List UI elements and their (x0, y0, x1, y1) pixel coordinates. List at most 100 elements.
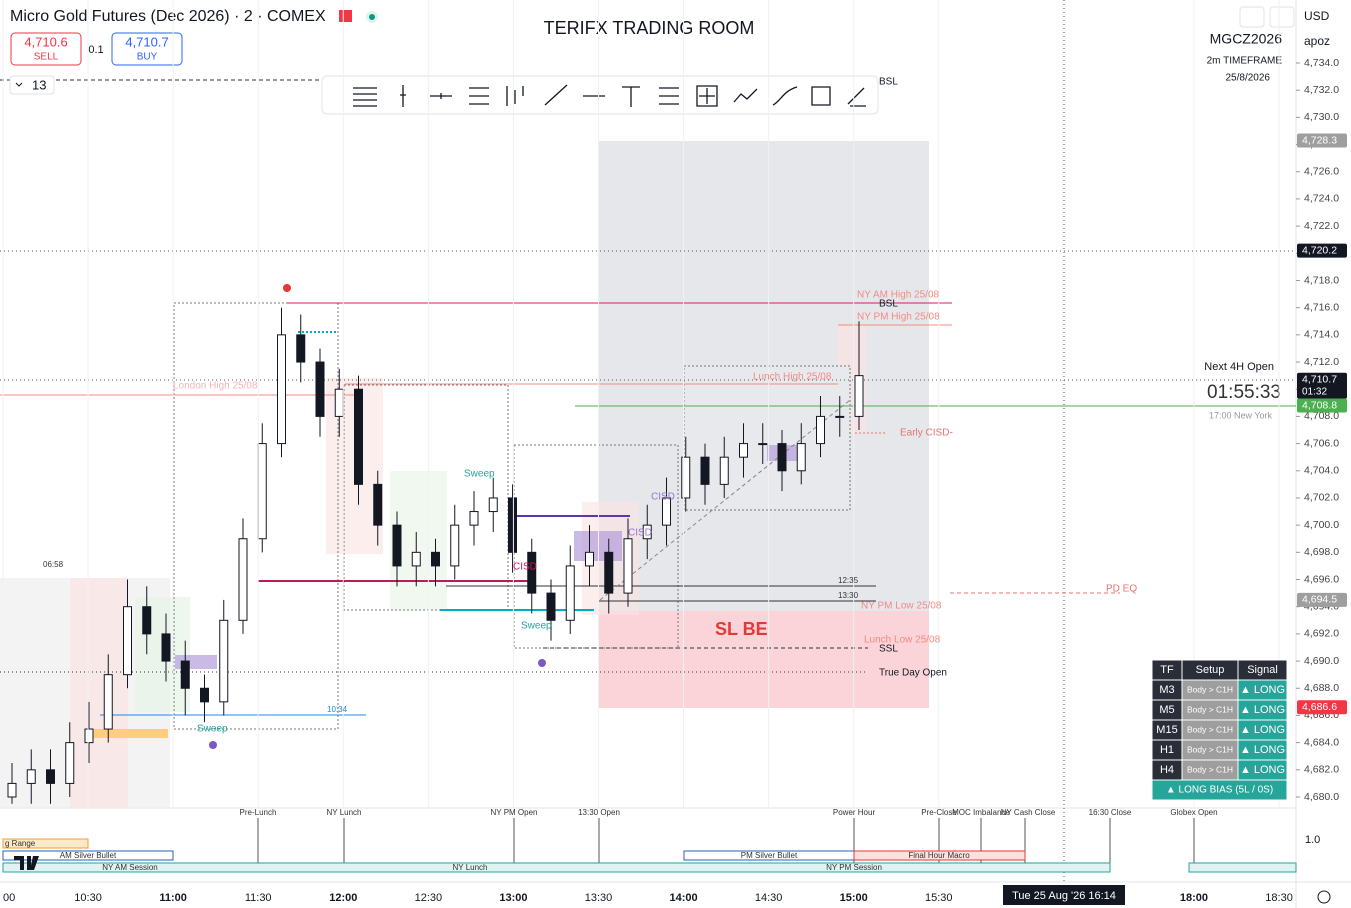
annotation: Sweep (197, 724, 228, 735)
swing-dot (538, 659, 546, 667)
spread: 0.1 (88, 44, 103, 56)
tool-icon[interactable] (400, 85, 406, 107)
tool-icon[interactable] (696, 85, 718, 107)
annotation: SSL (879, 644, 898, 655)
tool-icon[interactable] (847, 87, 866, 107)
refresh-button[interactable] (1269, 6, 1295, 28)
annotation: NY PM Low 25/08 (861, 601, 942, 612)
zone (70, 578, 128, 808)
candle-body (642, 524, 652, 540)
countdown-title: Next 4H Open (1204, 361, 1274, 373)
collapse-button[interactable] (9, 75, 55, 95)
annotation: London High 25/08 (173, 381, 258, 392)
candle-body (315, 361, 325, 417)
tool-icon[interactable] (659, 87, 679, 105)
tool-icon[interactable] (772, 86, 798, 106)
session-label: NY AM Session (102, 863, 157, 872)
annotation: NY PM High 25/08 (857, 312, 940, 323)
tool-icon[interactable] (469, 87, 489, 105)
session-box (2, 862, 1111, 873)
date: 25/8/2026 (1226, 73, 1271, 84)
zone (88, 729, 168, 738)
price-tick-label: 4,698.0 (1304, 546, 1339, 558)
time-tick-label: 13:00 (499, 892, 527, 904)
time-tick-label: 13:30 (585, 892, 613, 904)
candle-body (354, 388, 363, 485)
candle-body (431, 551, 440, 567)
tool-icon[interactable] (544, 84, 568, 106)
price-tick-label: 4,702.0 (1304, 492, 1339, 504)
price-label: 4,710.7 (1302, 373, 1337, 385)
time-tick-label: 15:30 (925, 892, 953, 904)
currency[interactable]: USD (1304, 9, 1330, 23)
tool-icon[interactable] (622, 86, 640, 107)
session-box (1188, 862, 1297, 873)
table-cell-text: Body > C1H (1187, 724, 1233, 734)
session-marker-label: NY PM Open (491, 808, 538, 817)
time-tick-label: 12:30 (415, 892, 443, 904)
price-label-bg (1297, 700, 1347, 715)
candle-body (65, 742, 75, 784)
candle-body (373, 483, 383, 526)
symbol-title: Micro Gold Futures (Dec 2026) · 2 · COME… (10, 8, 326, 25)
tool-icon[interactable] (430, 93, 452, 99)
price-label: 4,694.5 (1302, 594, 1337, 606)
download-button[interactable] (1239, 6, 1265, 28)
candle-body (662, 497, 671, 526)
candle-body (854, 375, 864, 417)
candle-body (681, 456, 691, 499)
price-tick-label: 4,700.0 (1304, 519, 1339, 531)
sell-price: 4,710.6 (24, 34, 67, 49)
buy-button[interactable] (111, 32, 183, 66)
tool-icon[interactable] (733, 88, 758, 103)
table-cell-text: M5 (1159, 704, 1174, 716)
toolbar-icons (353, 84, 866, 107)
time-tick-label: 18:00 (1180, 892, 1208, 904)
price-tick-label: 4,680.0 (1304, 791, 1339, 803)
annotation: Sweep (464, 469, 495, 480)
tool-icon[interactable] (353, 87, 377, 107)
price-tick-label: 4,696.0 (1304, 573, 1339, 585)
range-box (683, 365, 851, 511)
candle-body (719, 456, 729, 485)
buy-price: 4,710.7 (125, 34, 168, 49)
tool-icon[interactable] (811, 86, 831, 106)
swing-dot (209, 741, 217, 749)
candle-body (527, 551, 537, 594)
candle-body (565, 565, 575, 621)
tool-icon[interactable] (506, 86, 524, 106)
table-footer-cell (1151, 779, 1288, 801)
price-label: 4,720.2 (1302, 244, 1337, 256)
candle-body (238, 538, 248, 621)
price-tick-label: 4,684.0 (1304, 736, 1339, 748)
candle-body (392, 524, 402, 567)
time-tick-label: 15:00 (840, 892, 868, 904)
timeframe: 2m TIMEFRAME (1207, 56, 1283, 67)
price-tick-label: 4,706.0 (1304, 437, 1339, 449)
candle-body (623, 538, 633, 594)
candle-body (835, 415, 845, 418)
session-marker-label: 13:30 Open (578, 808, 620, 817)
oscillator-scale: 1.0 (1305, 834, 1320, 846)
table-cell-text: Body > C1H (1187, 704, 1233, 714)
candle-body (546, 592, 556, 621)
flag (339, 10, 352, 22)
price-tick-label: 4,708.0 (1304, 410, 1339, 422)
annotation: Lunch High 25/08 (753, 372, 832, 383)
session-marker-label: MOC Imbalance (952, 808, 1010, 817)
price-tick-label: 4,726.0 (1304, 166, 1339, 178)
table-cell-text: Body > C1H (1187, 684, 1233, 694)
candle-body (508, 497, 517, 553)
user[interactable]: apoz (1304, 34, 1330, 48)
settings-button[interactable] (1317, 890, 1331, 904)
sell-button[interactable] (10, 32, 82, 66)
time-tick-label: 14:00 (669, 892, 697, 904)
price-tick-label: 4,704.0 (1304, 465, 1339, 477)
price-tick-label: 4,716.0 (1304, 301, 1339, 313)
session-marker-label: Pre-Lunch (240, 808, 277, 817)
session-marker-label: Globex Open (1170, 808, 1217, 817)
candle-body (103, 674, 113, 730)
candle-body (296, 334, 306, 363)
candle-body (334, 388, 344, 417)
